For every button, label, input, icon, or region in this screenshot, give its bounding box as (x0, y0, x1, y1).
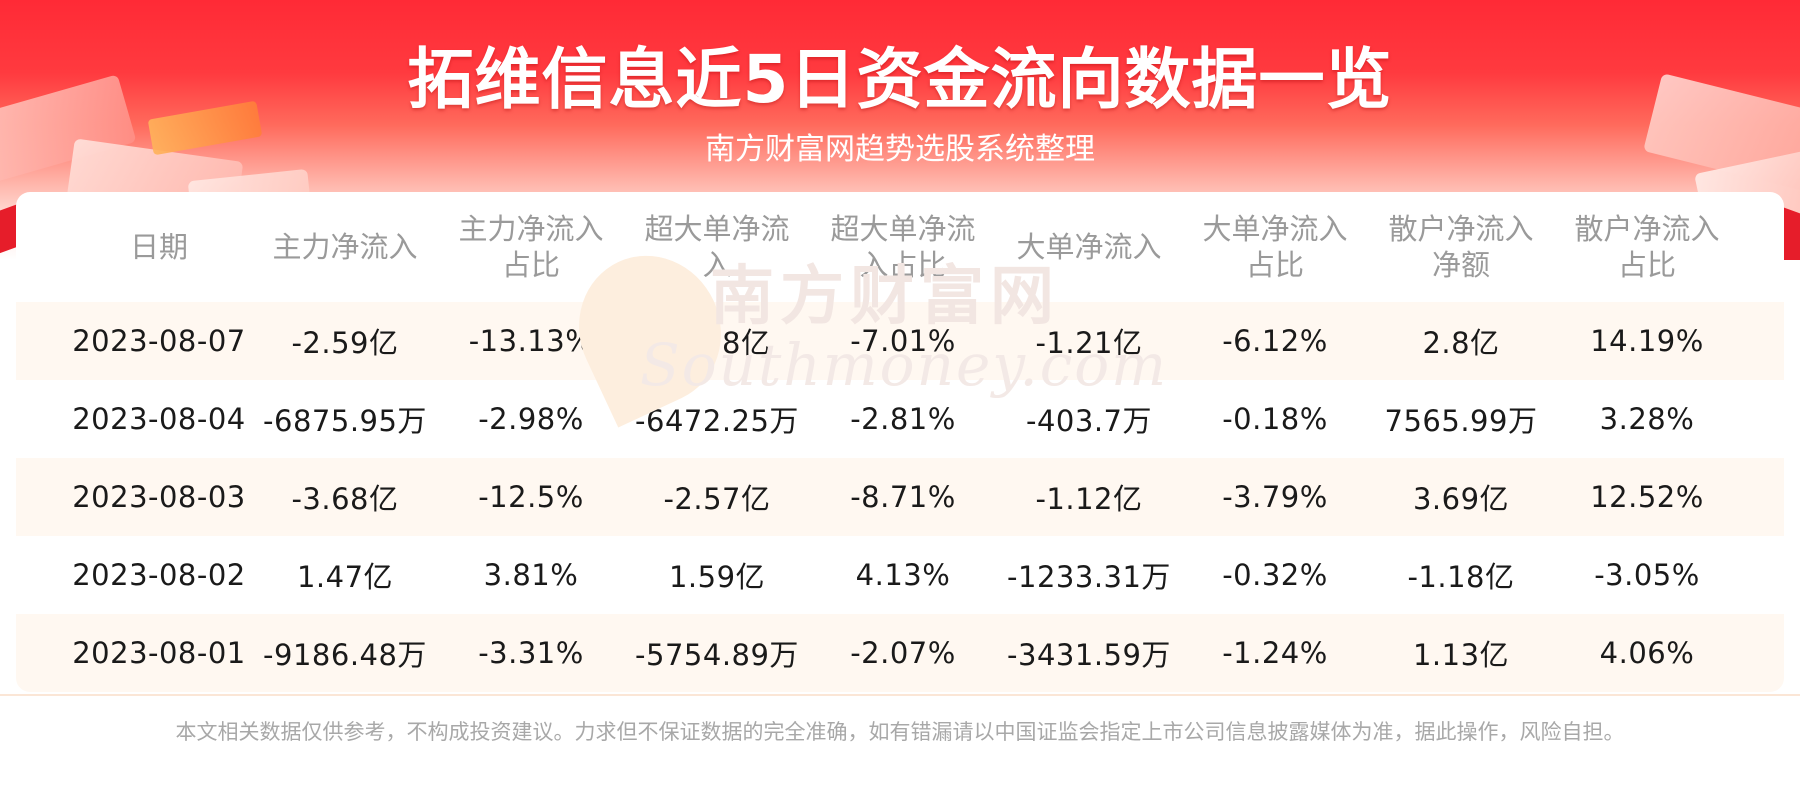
table-cell: 2.8亿 (1422, 326, 1500, 360)
table-cell: 3.28% (1599, 402, 1695, 436)
column-header-super-large-ratio: 超大单净流 入占比 (830, 212, 976, 282)
table-row: 2023-08-04 -6875.95万 -2.98% -6472.25万 -2… (16, 380, 1784, 458)
page-subtitle: 南方财富网趋势选股系统整理 (705, 132, 1095, 167)
cell-date: 2023-08-07 (72, 324, 246, 358)
table-cell: -0.32% (1222, 558, 1328, 592)
table-cell: -0.18% (1222, 402, 1328, 436)
table-cell: -6472.25万 (635, 404, 799, 438)
table-cell: -3431.59万 (1007, 638, 1171, 672)
table-header: 日期 主力净流入 主力净流入 占比 超大单净流 入 超大单净流 入占比 大单净流… (16, 192, 1784, 302)
table-cell: 12.52% (1590, 480, 1704, 514)
cell-date: 2023-08-01 (72, 636, 246, 670)
column-header-main-net-inflow-ratio: 主力净流入 占比 (458, 212, 604, 282)
table-cell: -3.79% (1222, 480, 1328, 514)
column-header-date: 日期 (129, 230, 188, 264)
table-cell: -7.01% (850, 324, 956, 358)
table-cell: -1.21亿 (1035, 326, 1143, 360)
table-cell: -3.05% (1594, 558, 1700, 592)
column-header-super-large-inflow: 超大单净流 入 (644, 212, 790, 282)
table-cell: -2.57亿 (663, 482, 771, 516)
data-table: 日期 主力净流入 主力净流入 占比 超大单净流 入 超大单净流 入占比 大单净流… (16, 192, 1784, 692)
table-cell: -6875.95万 (263, 404, 427, 438)
table-cell: -403.7万 (1026, 404, 1152, 438)
table-cell: -2.81% (850, 402, 956, 436)
table-cell: -5754.89万 (635, 638, 799, 672)
table-row: 2023-08-07 -2.59亿 -13.13% -1.38亿 -7.01% … (16, 302, 1784, 380)
table-row: 2023-08-01 -9186.48万 -3.31% -5754.89万 -2… (16, 614, 1784, 692)
table-cell: 4.06% (1599, 636, 1695, 670)
column-header-retail-net-amount: 散户净流入 净额 (1388, 212, 1534, 282)
table-cell: 7565.99万 (1384, 404, 1538, 438)
table-cell: 1.47亿 (296, 560, 394, 594)
table-cell: -3.31% (478, 636, 584, 670)
table-cell: 3.81% (483, 558, 579, 592)
cell-date: 2023-08-04 (72, 402, 246, 436)
table-cell: -13.13% (468, 324, 594, 358)
table-cell: -3.68亿 (291, 482, 399, 516)
table-row: 2023-08-03 -3.68亿 -12.5% -2.57亿 -8.71% -… (16, 458, 1784, 536)
cell-date: 2023-08-03 (72, 480, 246, 514)
table-cell: -2.98% (478, 402, 584, 436)
table-cell: 1.13亿 (1412, 638, 1510, 672)
table-cell: -1.18亿 (1407, 560, 1515, 594)
footer-divider (0, 694, 1800, 696)
column-header-large-ratio: 大单净流入 占比 (1202, 212, 1348, 282)
cell-date: 2023-08-02 (72, 558, 246, 592)
table-cell: -1233.31万 (1007, 560, 1171, 594)
column-header-main-net-inflow: 主力净流入 (272, 230, 418, 264)
table-cell: -1.12亿 (1035, 482, 1143, 516)
table-cell: -8.71% (850, 480, 956, 514)
column-header-retail-ratio: 散户净流入 占比 (1574, 212, 1720, 282)
table-cell: -2.59亿 (291, 326, 399, 360)
column-header-large-inflow: 大单净流入 (1016, 230, 1162, 264)
table-cell: -1.24% (1222, 636, 1328, 670)
table-cell: 3.69亿 (1412, 482, 1510, 516)
table-cell: -2.07% (850, 636, 956, 670)
disclaimer-text: 本文相关数据仅供参考，不构成投资建议。力求但不保证数据的完全准确，如有错漏请以中… (175, 720, 1625, 744)
table-row: 2023-08-02 1.47亿 3.81% 1.59亿 4.13% -1233… (16, 536, 1784, 614)
table-cell: -6.12% (1222, 324, 1328, 358)
table-cell: 1.59亿 (668, 560, 766, 594)
table-cell: -12.5% (478, 480, 584, 514)
table-cell: 4.13% (855, 558, 951, 592)
table-cell: -1.38亿 (663, 326, 771, 360)
table-cell: -9186.48万 (263, 638, 427, 672)
table-cell: 14.19% (1590, 324, 1704, 358)
page-title: 拓维信息近5日资金流向数据一览 (407, 41, 1393, 118)
